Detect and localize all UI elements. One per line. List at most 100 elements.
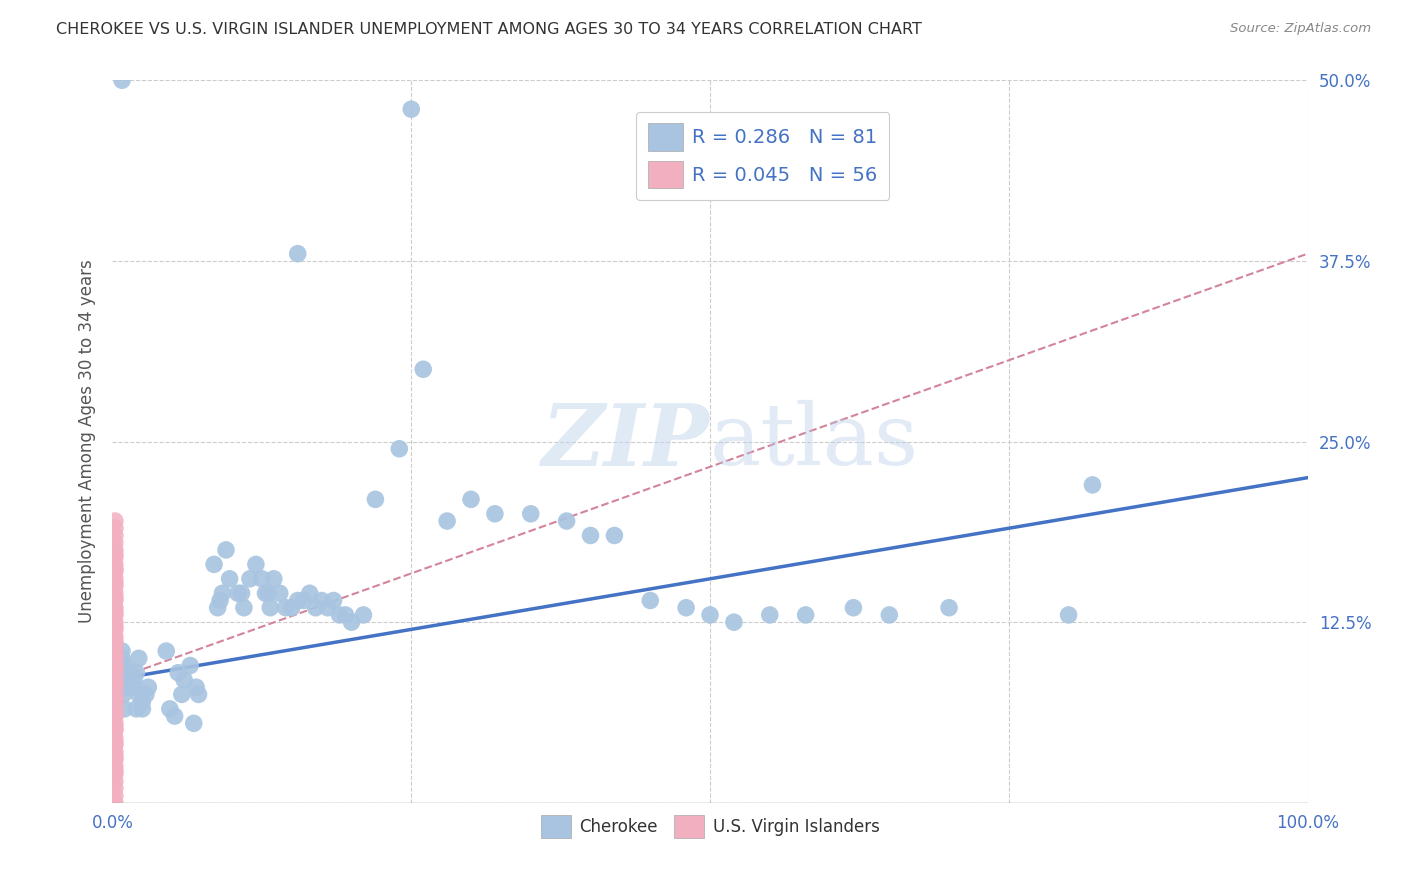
- Point: [305, 600, 328, 615]
- Point: [207, 600, 229, 615]
- Point: [104, 521, 127, 535]
- Point: [298, 586, 321, 600]
- Point: [104, 731, 127, 745]
- Point: [173, 673, 195, 687]
- Point: [603, 528, 626, 542]
- Point: [112, 687, 135, 701]
- Point: [131, 695, 153, 709]
- Point: [938, 600, 960, 615]
- Point: [122, 673, 145, 687]
- Point: [104, 767, 127, 781]
- Point: [104, 738, 127, 752]
- Point: [179, 658, 201, 673]
- Point: [329, 607, 352, 622]
- Point: [186, 680, 208, 694]
- Point: [138, 680, 160, 694]
- Text: atlas: atlas: [710, 400, 920, 483]
- Text: CHEROKEE VS U.S. VIRGIN ISLANDER UNEMPLOYMENT AMONG AGES 30 TO 34 YEARS CORRELAT: CHEROKEE VS U.S. VIRGIN ISLANDER UNEMPLO…: [56, 22, 922, 37]
- Point: [170, 687, 193, 701]
- Point: [104, 677, 127, 691]
- Point: [104, 680, 127, 694]
- Point: [111, 673, 134, 687]
- Point: [259, 600, 281, 615]
- Point: [104, 634, 127, 648]
- Point: [287, 593, 309, 607]
- Point: [104, 665, 127, 680]
- Y-axis label: Unemployment Among Ages 30 to 34 years: Unemployment Among Ages 30 to 34 years: [77, 260, 96, 624]
- Point: [209, 593, 232, 607]
- Point: [104, 723, 127, 738]
- Point: [104, 630, 127, 644]
- Point: [104, 586, 127, 600]
- Point: [125, 665, 148, 680]
- Point: [239, 572, 262, 586]
- Point: [122, 680, 145, 694]
- Point: [135, 687, 157, 701]
- Point: [128, 651, 150, 665]
- Point: [699, 607, 721, 622]
- Point: [759, 607, 782, 622]
- Point: [104, 651, 127, 665]
- Point: [104, 637, 127, 651]
- Point: [120, 665, 142, 680]
- Point: [104, 658, 127, 673]
- Point: [292, 593, 315, 607]
- Point: [104, 774, 127, 789]
- Point: [388, 442, 411, 456]
- Point: [104, 528, 127, 542]
- Point: [167, 665, 190, 680]
- Point: [555, 514, 578, 528]
- Point: [104, 663, 127, 677]
- Point: [128, 687, 150, 701]
- Point: [104, 721, 127, 735]
- Point: [675, 600, 697, 615]
- Point: [104, 789, 127, 803]
- Point: [245, 558, 267, 572]
- Point: [579, 528, 602, 542]
- Text: Source: ZipAtlas.com: Source: ZipAtlas.com: [1230, 22, 1371, 36]
- Point: [104, 709, 127, 723]
- Point: [335, 607, 357, 622]
- Point: [520, 507, 543, 521]
- Point: [104, 514, 127, 528]
- Point: [104, 644, 127, 658]
- Point: [484, 507, 506, 521]
- Point: [104, 702, 127, 716]
- Point: [104, 691, 127, 706]
- Point: [254, 586, 277, 600]
- Point: [104, 579, 127, 593]
- Point: [104, 796, 127, 810]
- Point: [226, 586, 249, 600]
- Point: [104, 550, 127, 565]
- Point: [183, 716, 205, 731]
- Text: ZIP: ZIP: [543, 400, 710, 483]
- Point: [104, 558, 127, 572]
- Point: [104, 716, 127, 731]
- Point: [125, 702, 148, 716]
- Point: [104, 673, 127, 687]
- Point: [104, 619, 127, 633]
- Point: [104, 752, 127, 766]
- Point: [104, 695, 127, 709]
- Point: [104, 565, 127, 579]
- Point: [104, 562, 127, 576]
- Point: [364, 492, 387, 507]
- Point: [1081, 478, 1104, 492]
- Point: [104, 615, 127, 630]
- Point: [111, 651, 134, 665]
- Point: [159, 702, 181, 716]
- Point: [202, 558, 225, 572]
- Point: [104, 760, 127, 774]
- Point: [723, 615, 745, 630]
- Point: [104, 542, 127, 557]
- Point: [316, 600, 339, 615]
- Point: [311, 593, 333, 607]
- Point: [322, 593, 344, 607]
- Point: [104, 745, 127, 759]
- Point: [104, 749, 127, 764]
- Point: [436, 514, 458, 528]
- Point: [104, 591, 127, 605]
- Point: [211, 586, 233, 600]
- Point: [104, 600, 127, 615]
- Point: [257, 586, 280, 600]
